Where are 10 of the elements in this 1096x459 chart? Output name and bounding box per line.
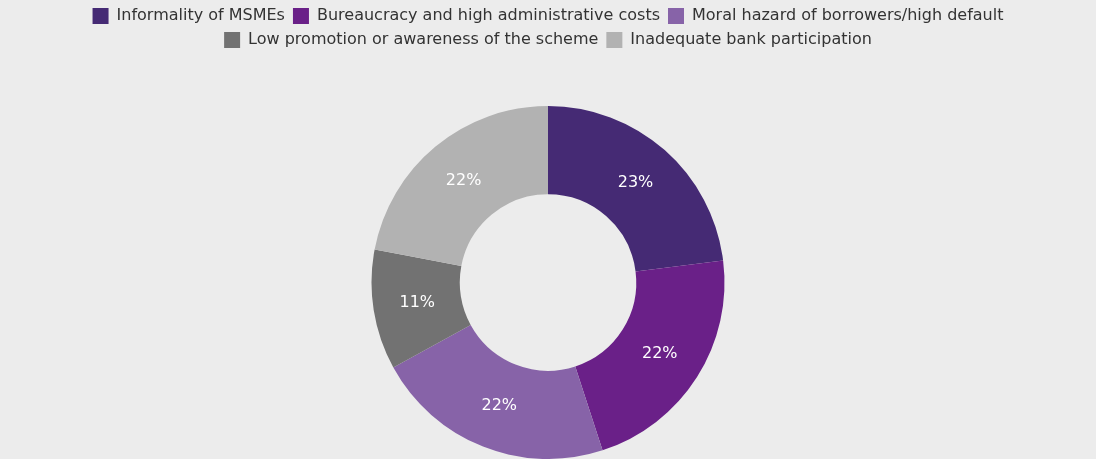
data-label: 22%	[445, 169, 482, 189]
legend-label: Bureaucracy and high administrative costs	[316, 5, 660, 25]
data-label: 22%	[481, 394, 518, 414]
legend-label: Moral hazard of borrowers/high default	[691, 5, 1004, 25]
legend-label: Inadequate bank participation	[630, 29, 872, 49]
data-label: 22%	[641, 342, 678, 362]
data-label: 23%	[617, 172, 654, 192]
legend-label: Low promotion or awareness of the scheme	[248, 29, 599, 49]
data-label: 11%	[399, 292, 436, 312]
legend-label: Informality of MSMEs	[116, 5, 285, 25]
